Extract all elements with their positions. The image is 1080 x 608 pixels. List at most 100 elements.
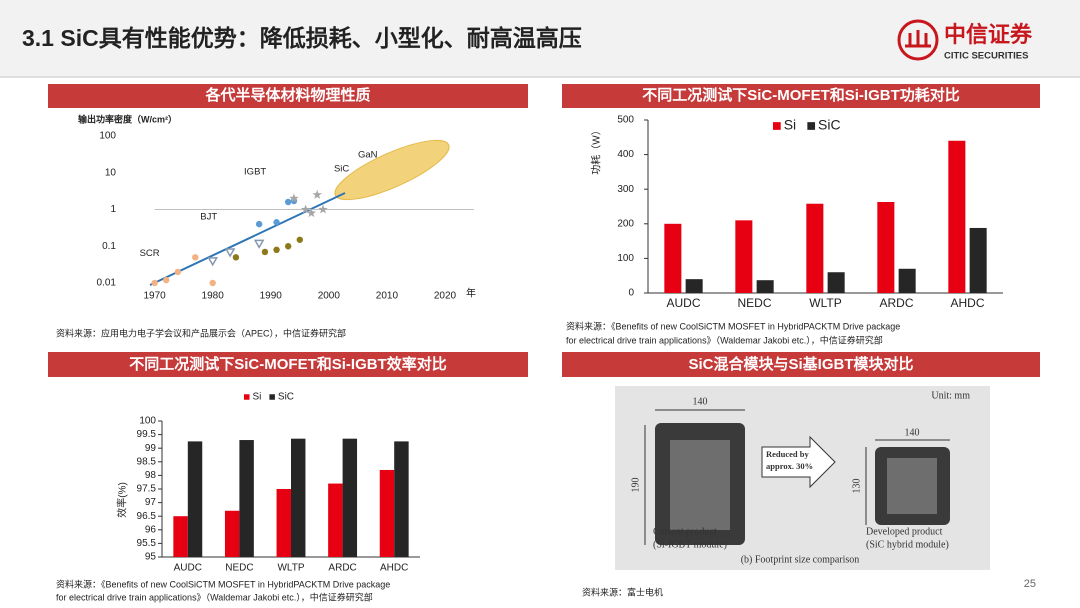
point	[209, 279, 216, 287]
figure-text: Unit: mm	[931, 390, 970, 401]
figure-text: 140	[905, 427, 920, 438]
x-tick-label: ARDC	[328, 563, 356, 574]
source-note: for electrical drive train applications》…	[566, 334, 883, 345]
y-tick-label: 200	[617, 218, 634, 229]
x-tick-label: 2010	[376, 291, 399, 302]
module-inner	[670, 440, 730, 530]
x-tick-label: WLTP	[809, 296, 841, 310]
legend-label: Si	[253, 392, 262, 403]
x-tick-label: ARDC	[879, 296, 913, 310]
point	[232, 254, 240, 261]
source-note: 资料来源：《Benefits of new CoolSiCTM MOSFET i…	[566, 320, 900, 331]
figure-text: approx. 30%	[766, 461, 813, 471]
y-tick-label: 0	[628, 288, 634, 299]
annotation: GaN	[358, 150, 378, 161]
point	[253, 239, 265, 249]
logo-mark	[905, 30, 931, 48]
bar	[735, 220, 753, 293]
y-tick-label: 97	[145, 497, 157, 508]
figure-text: Current product	[653, 526, 717, 537]
figure-text: 190	[630, 478, 641, 493]
point	[300, 204, 311, 214]
y-tick-label: 500	[617, 115, 634, 126]
x-tick-label: AHDC	[950, 296, 984, 310]
bar	[664, 223, 682, 293]
figure-text: 140	[693, 396, 708, 407]
source-note: 资料来源：《Benefits of new CoolSiCTM MOSFET i…	[56, 578, 390, 589]
x-tick-label: 2020	[434, 291, 457, 302]
source-note: 资料来源：应用电力电子学会议和产品展示会（APEC），中信证券研究部	[56, 327, 346, 338]
bar	[394, 441, 409, 557]
panel-heading-bar	[48, 84, 528, 108]
logo: 中信证券 CITIC SECURITIES	[897, 19, 1033, 62]
bar	[969, 227, 987, 293]
bar	[342, 438, 358, 557]
y-tick-label: 99.5	[137, 429, 157, 440]
x-tick-label: AUDC	[666, 296, 700, 310]
panel-heading-bar	[562, 84, 1040, 108]
y-tick-label: 97.5	[137, 484, 157, 495]
x-tick-label: 1990	[260, 291, 283, 302]
footprint-figure: Unit: mm 140 190 Reduced by approx. 30% …	[615, 386, 990, 570]
panel-heading: SiC混合模块与Si基IGBT模块对比	[688, 355, 913, 373]
series-label: SiC	[334, 164, 349, 175]
series-label: IGBT	[244, 167, 266, 178]
figure-text: (b) Footprint size comparison	[741, 554, 860, 565]
bar	[291, 438, 306, 557]
y-tick-label: 100	[99, 131, 116, 142]
figure-text: Developed product	[866, 526, 943, 537]
y-axis-title: 输出功率密度（W/cm²）	[78, 113, 177, 124]
bar	[806, 203, 824, 293]
x-tick-label: AUDC	[174, 563, 202, 574]
point	[224, 248, 236, 258]
legend-swatch	[807, 122, 816, 130]
y-tick-label: 98	[145, 470, 157, 481]
point	[289, 193, 299, 203]
bar	[756, 280, 774, 293]
y-axis-title: 功耗（W）	[591, 125, 603, 174]
bar	[685, 279, 703, 293]
x-tick-label: WLTP	[277, 563, 304, 574]
figure-text: 130	[851, 479, 862, 494]
point	[174, 268, 182, 276]
point	[318, 204, 328, 214]
panel-heading: 不同工况测试下SiC-MOFET和Si-IGBT效率对比	[129, 355, 447, 373]
y-axis-title: 效率(%)	[116, 482, 129, 518]
trend-line	[149, 192, 346, 286]
y-tick-label: 96.5	[137, 511, 157, 522]
x-tick-label: 1970	[143, 291, 166, 302]
point	[163, 276, 170, 284]
bar	[898, 268, 916, 293]
bar	[187, 441, 203, 557]
logo-ring	[897, 19, 939, 61]
bar	[328, 483, 343, 557]
panel-heading-bar	[48, 352, 528, 377]
point	[192, 254, 199, 261]
bar	[877, 202, 895, 293]
y-tick-label: 98.5	[137, 456, 157, 467]
legend-swatch	[244, 394, 250, 400]
legend-swatch	[269, 394, 275, 400]
bar	[379, 469, 395, 557]
y-tick-label: 400	[617, 149, 634, 160]
figure-text: Reduced by	[766, 449, 809, 459]
point	[306, 208, 317, 218]
bar	[948, 140, 966, 293]
legend-swatch	[773, 122, 781, 130]
module-inner	[887, 458, 937, 514]
bar	[827, 272, 845, 293]
bar	[276, 489, 291, 557]
point	[284, 198, 292, 206]
x-tick-label: NEDC	[737, 296, 771, 310]
point	[255, 220, 263, 228]
point	[273, 246, 280, 254]
figure-text: (Si-IGBT module)	[653, 539, 727, 550]
y-tick-label: 0.1	[102, 241, 116, 252]
x-tick-label: NEDC	[225, 563, 253, 574]
y-tick-label: 1	[110, 204, 116, 215]
panel-heading-bar	[562, 352, 1040, 377]
point	[273, 219, 280, 226]
logo-cn: 中信证券	[944, 22, 1033, 47]
